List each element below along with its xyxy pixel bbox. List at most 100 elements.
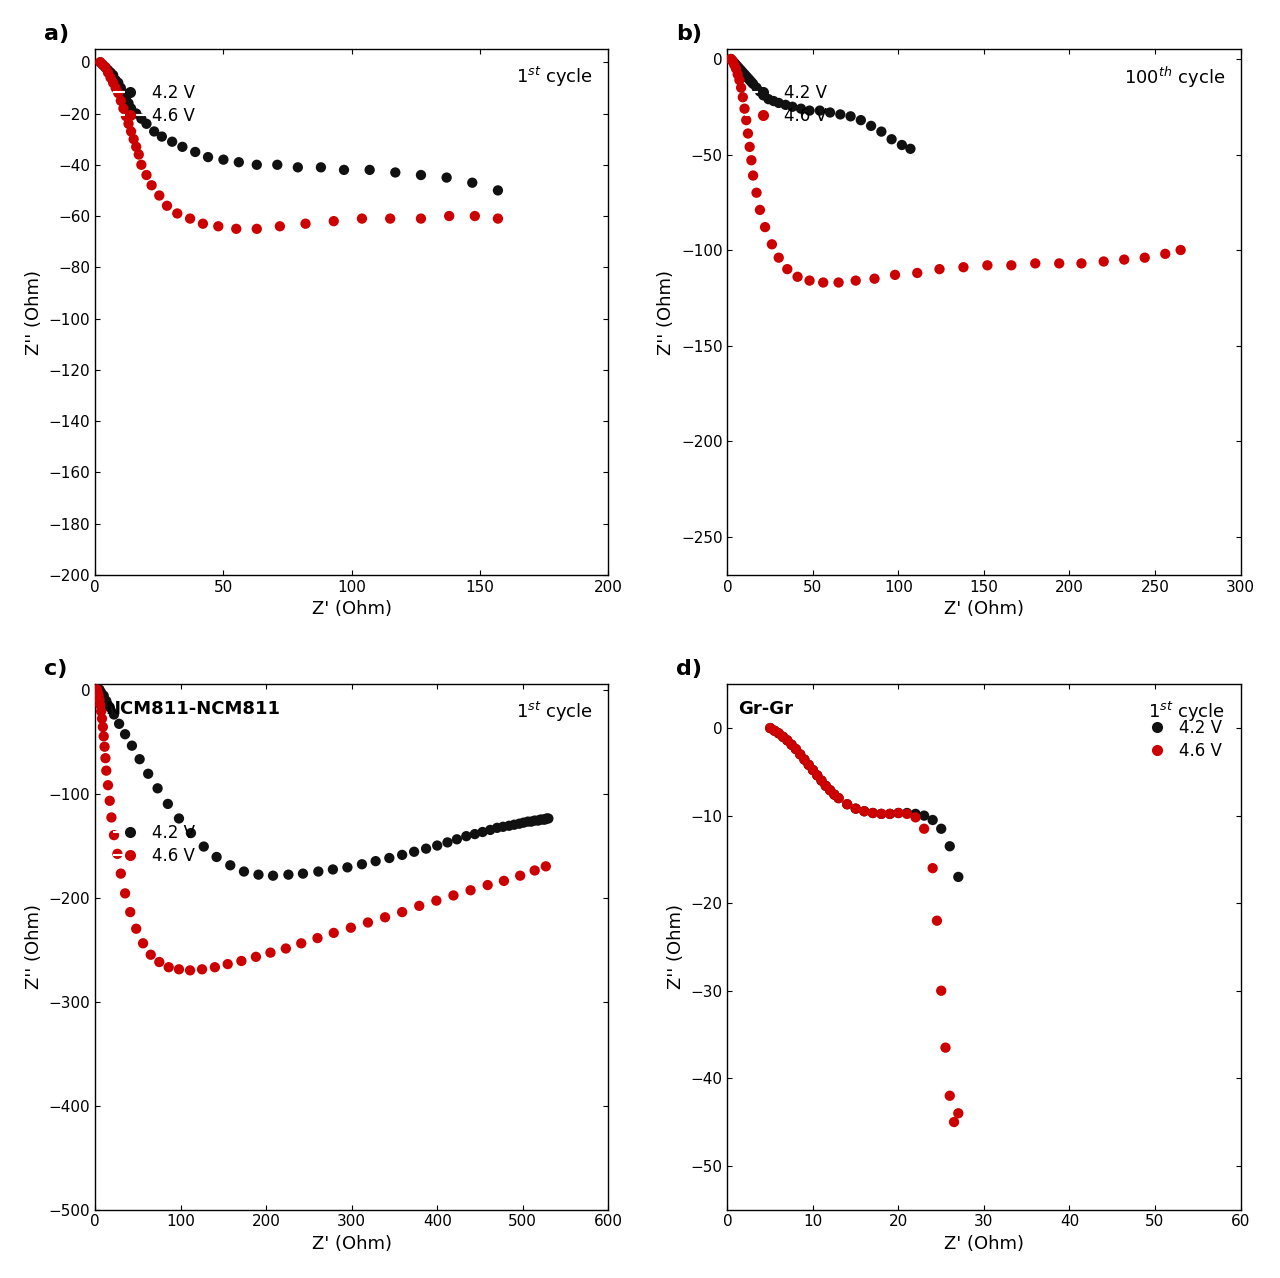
- Point: [872, 804, 892, 824]
- Point: [806, 766, 827, 786]
- Point: [141, 175, 161, 196]
- Point: [750, 199, 771, 220]
- Point: [773, 727, 794, 748]
- Point: [1134, 248, 1155, 268]
- Point: [781, 735, 801, 755]
- Point: [375, 907, 396, 928]
- Point: [513, 813, 534, 833]
- Point: [787, 267, 808, 288]
- Point: [133, 933, 154, 953]
- Point: [426, 891, 447, 911]
- Point: [773, 727, 794, 748]
- Point: [841, 106, 861, 127]
- Point: [380, 208, 401, 229]
- Point: [905, 808, 925, 828]
- Point: [268, 155, 288, 175]
- Point: [892, 134, 913, 155]
- Point: [95, 58, 115, 78]
- Point: [1155, 244, 1175, 265]
- Point: [218, 953, 238, 974]
- Point: [829, 105, 850, 125]
- Point: [861, 115, 882, 135]
- X-axis label: Z' (Ohm): Z' (Ohm): [943, 1235, 1024, 1252]
- Point: [95, 58, 115, 78]
- Point: [105, 78, 125, 98]
- Point: [227, 219, 247, 239]
- Point: [100, 63, 120, 83]
- Point: [260, 942, 280, 962]
- Point: [288, 157, 308, 178]
- Point: [782, 97, 803, 118]
- Point: [846, 799, 867, 819]
- Point: [1071, 253, 1092, 273]
- Point: [888, 803, 909, 823]
- Point: [125, 137, 146, 157]
- Point: [882, 129, 902, 150]
- Point: [278, 864, 298, 884]
- Point: [812, 771, 832, 791]
- Point: [110, 864, 131, 884]
- Point: [538, 808, 558, 828]
- Point: [846, 271, 867, 291]
- Text: 1$^{st}$ cycle: 1$^{st}$ cycle: [516, 65, 593, 89]
- Point: [392, 845, 412, 865]
- Point: [799, 271, 819, 291]
- Point: [311, 157, 332, 178]
- Point: [115, 88, 136, 109]
- Point: [143, 121, 164, 142]
- Text: 1$^{st}$ cycle: 1$^{st}$ cycle: [516, 700, 593, 725]
- Point: [147, 778, 168, 799]
- Point: [863, 803, 883, 823]
- Point: [385, 162, 406, 183]
- Point: [879, 804, 900, 824]
- Point: [337, 858, 357, 878]
- Point: [95, 736, 115, 757]
- Point: [494, 870, 515, 891]
- Point: [477, 875, 498, 896]
- Point: [879, 804, 900, 824]
- Point: [936, 1038, 956, 1058]
- Y-axis label: Z'' (Ohm): Z'' (Ohm): [26, 905, 44, 989]
- Point: [293, 864, 314, 884]
- Point: [438, 832, 458, 852]
- Point: [854, 801, 874, 822]
- Point: [104, 824, 124, 845]
- Point: [411, 165, 431, 185]
- Point: [120, 98, 141, 119]
- X-axis label: Z' (Ohm): Z' (Ohm): [312, 601, 392, 619]
- Point: [88, 685, 109, 705]
- Point: [732, 87, 753, 107]
- Point: [180, 823, 201, 843]
- Point: [97, 60, 118, 81]
- Point: [392, 902, 412, 923]
- Point: [456, 826, 476, 846]
- Point: [148, 185, 169, 206]
- Point: [732, 63, 753, 83]
- Point: [465, 206, 485, 226]
- Point: [480, 819, 500, 840]
- Point: [136, 114, 156, 134]
- Point: [156, 196, 177, 216]
- Point: [96, 760, 116, 781]
- Point: [115, 725, 136, 745]
- Point: [803, 760, 823, 781]
- Point: [115, 106, 136, 127]
- Point: [324, 211, 344, 231]
- Point: [428, 836, 448, 856]
- Point: [90, 680, 110, 700]
- Point: [908, 263, 928, 284]
- Point: [731, 78, 751, 98]
- Point: [169, 808, 189, 828]
- Point: [746, 183, 767, 203]
- Point: [125, 104, 146, 124]
- Point: [109, 713, 129, 734]
- Point: [97, 774, 118, 795]
- Point: [87, 680, 108, 700]
- Point: [1050, 253, 1070, 273]
- Point: [884, 265, 905, 285]
- Point: [758, 89, 778, 110]
- Point: [726, 59, 746, 79]
- Point: [198, 147, 219, 167]
- Point: [923, 858, 943, 878]
- Point: [509, 865, 530, 886]
